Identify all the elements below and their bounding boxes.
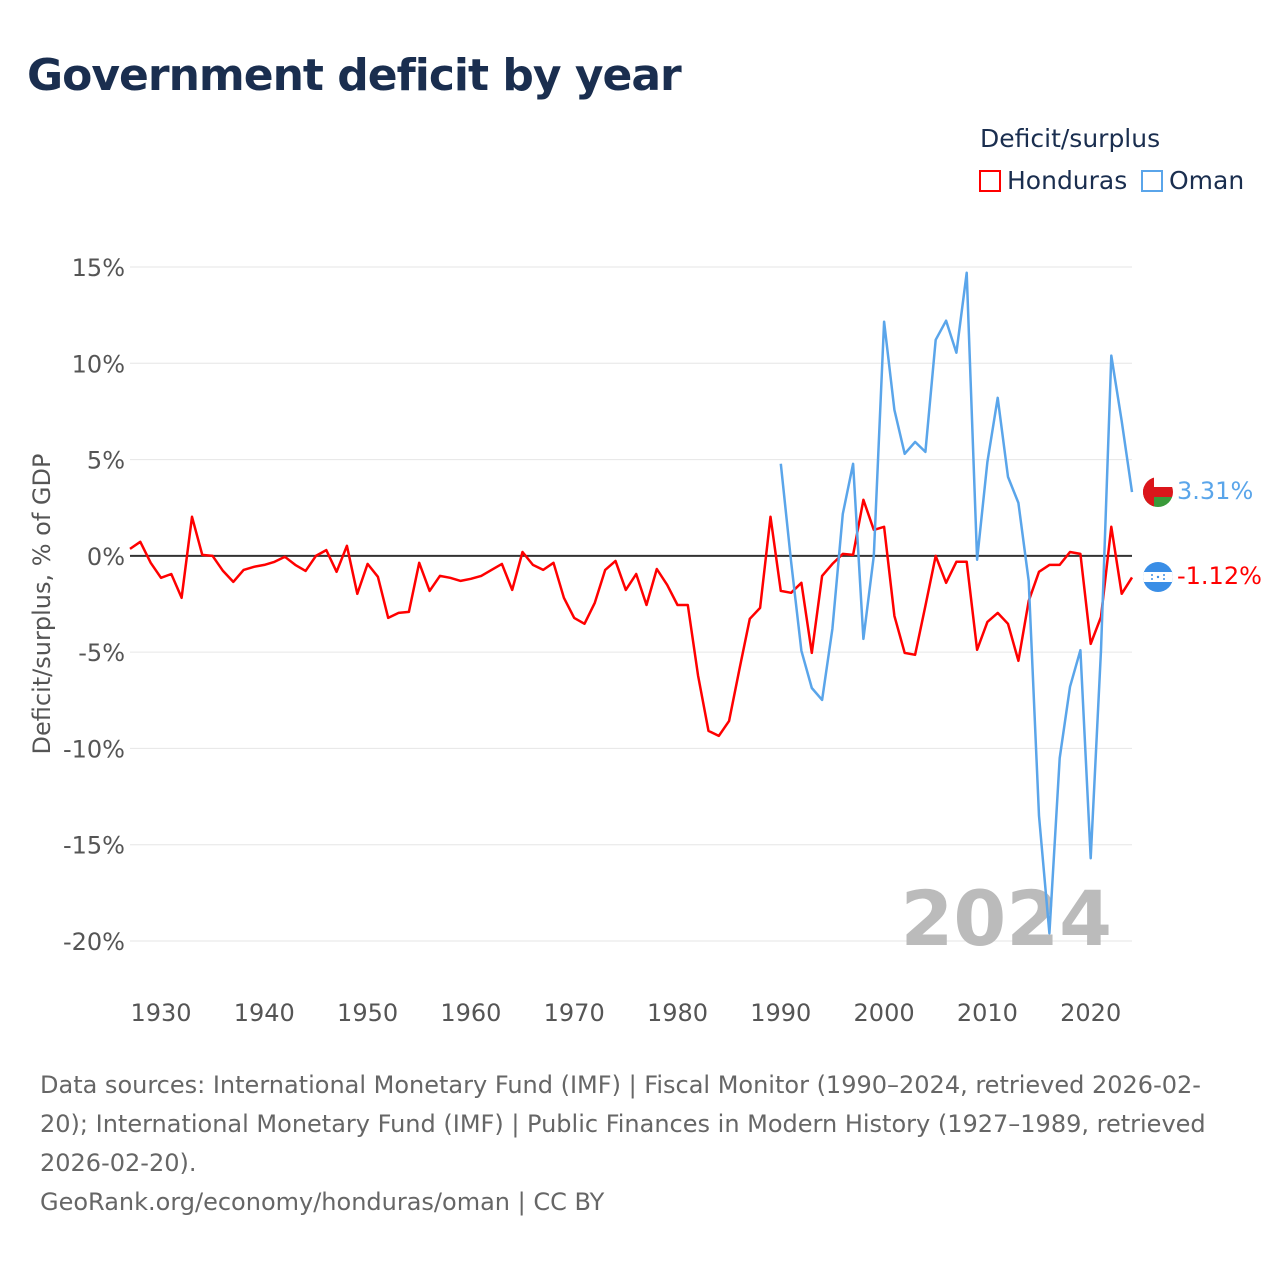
year-watermark: 2024: [900, 874, 1112, 963]
data-sources: Data sources: International Monetary Fun…: [40, 1071, 1206, 1177]
chart-title: Government deficit by year: [27, 50, 682, 101]
y-tick-label: -20%: [63, 928, 125, 956]
x-tick-label: 1980: [647, 999, 708, 1027]
y-tick-label: -15%: [63, 832, 125, 860]
oman-swatch: [1141, 169, 1163, 192]
x-tick-label: 1930: [130, 999, 191, 1027]
y-tick-label: 10%: [72, 350, 125, 378]
x-tick-label: 2020: [1060, 999, 1121, 1027]
line-chart: 15% 10% 5% 0% -5% -10% -15% -20% 1930 1940 1950 196…: [28, 254, 1262, 1027]
footer: Data sources: International Monetary Fun…: [40, 1066, 1240, 1222]
legend-item-oman[interactable]: Oman: [1141, 166, 1244, 195]
legend-label: Honduras: [1007, 166, 1128, 195]
series-line-honduras[interactable]: [129, 498, 1134, 738]
honduras-flag-icon: [1143, 562, 1173, 592]
x-tick-label: 2010: [957, 999, 1018, 1027]
legend-title: Deficit/surplus: [980, 124, 1161, 153]
y-tick-label: 0%: [87, 543, 125, 571]
legend-label: Oman: [1169, 166, 1245, 195]
x-tick-label: 1950: [337, 999, 398, 1027]
y-tick-label: 5%: [87, 447, 125, 475]
x-tick-label: 1940: [234, 999, 295, 1027]
y-tick-label: -5%: [78, 639, 125, 667]
legend-item-honduras[interactable]: Honduras: [979, 166, 1127, 195]
series-line-oman[interactable]: [779, 271, 1134, 935]
x-tick-label: 1990: [750, 999, 811, 1027]
oman-flag-icon: [1143, 477, 1173, 507]
x-tick-label: 2000: [854, 999, 915, 1027]
y-tick-label: -10%: [63, 735, 125, 763]
credit-link[interactable]: GeoRank.org/economy/honduras/oman | CC B…: [40, 1188, 605, 1216]
x-tick-label: 1960: [440, 999, 501, 1027]
honduras-swatch: [979, 169, 1001, 192]
y-tick-label: 15%: [72, 254, 125, 282]
y-axis-label: Deficit/surplus, % of GDP: [28, 454, 56, 755]
honduras-end-label: -1.12%: [1177, 562, 1262, 590]
oman-end-label: 3.31%: [1177, 477, 1253, 505]
x-tick-label: 1970: [544, 999, 605, 1027]
